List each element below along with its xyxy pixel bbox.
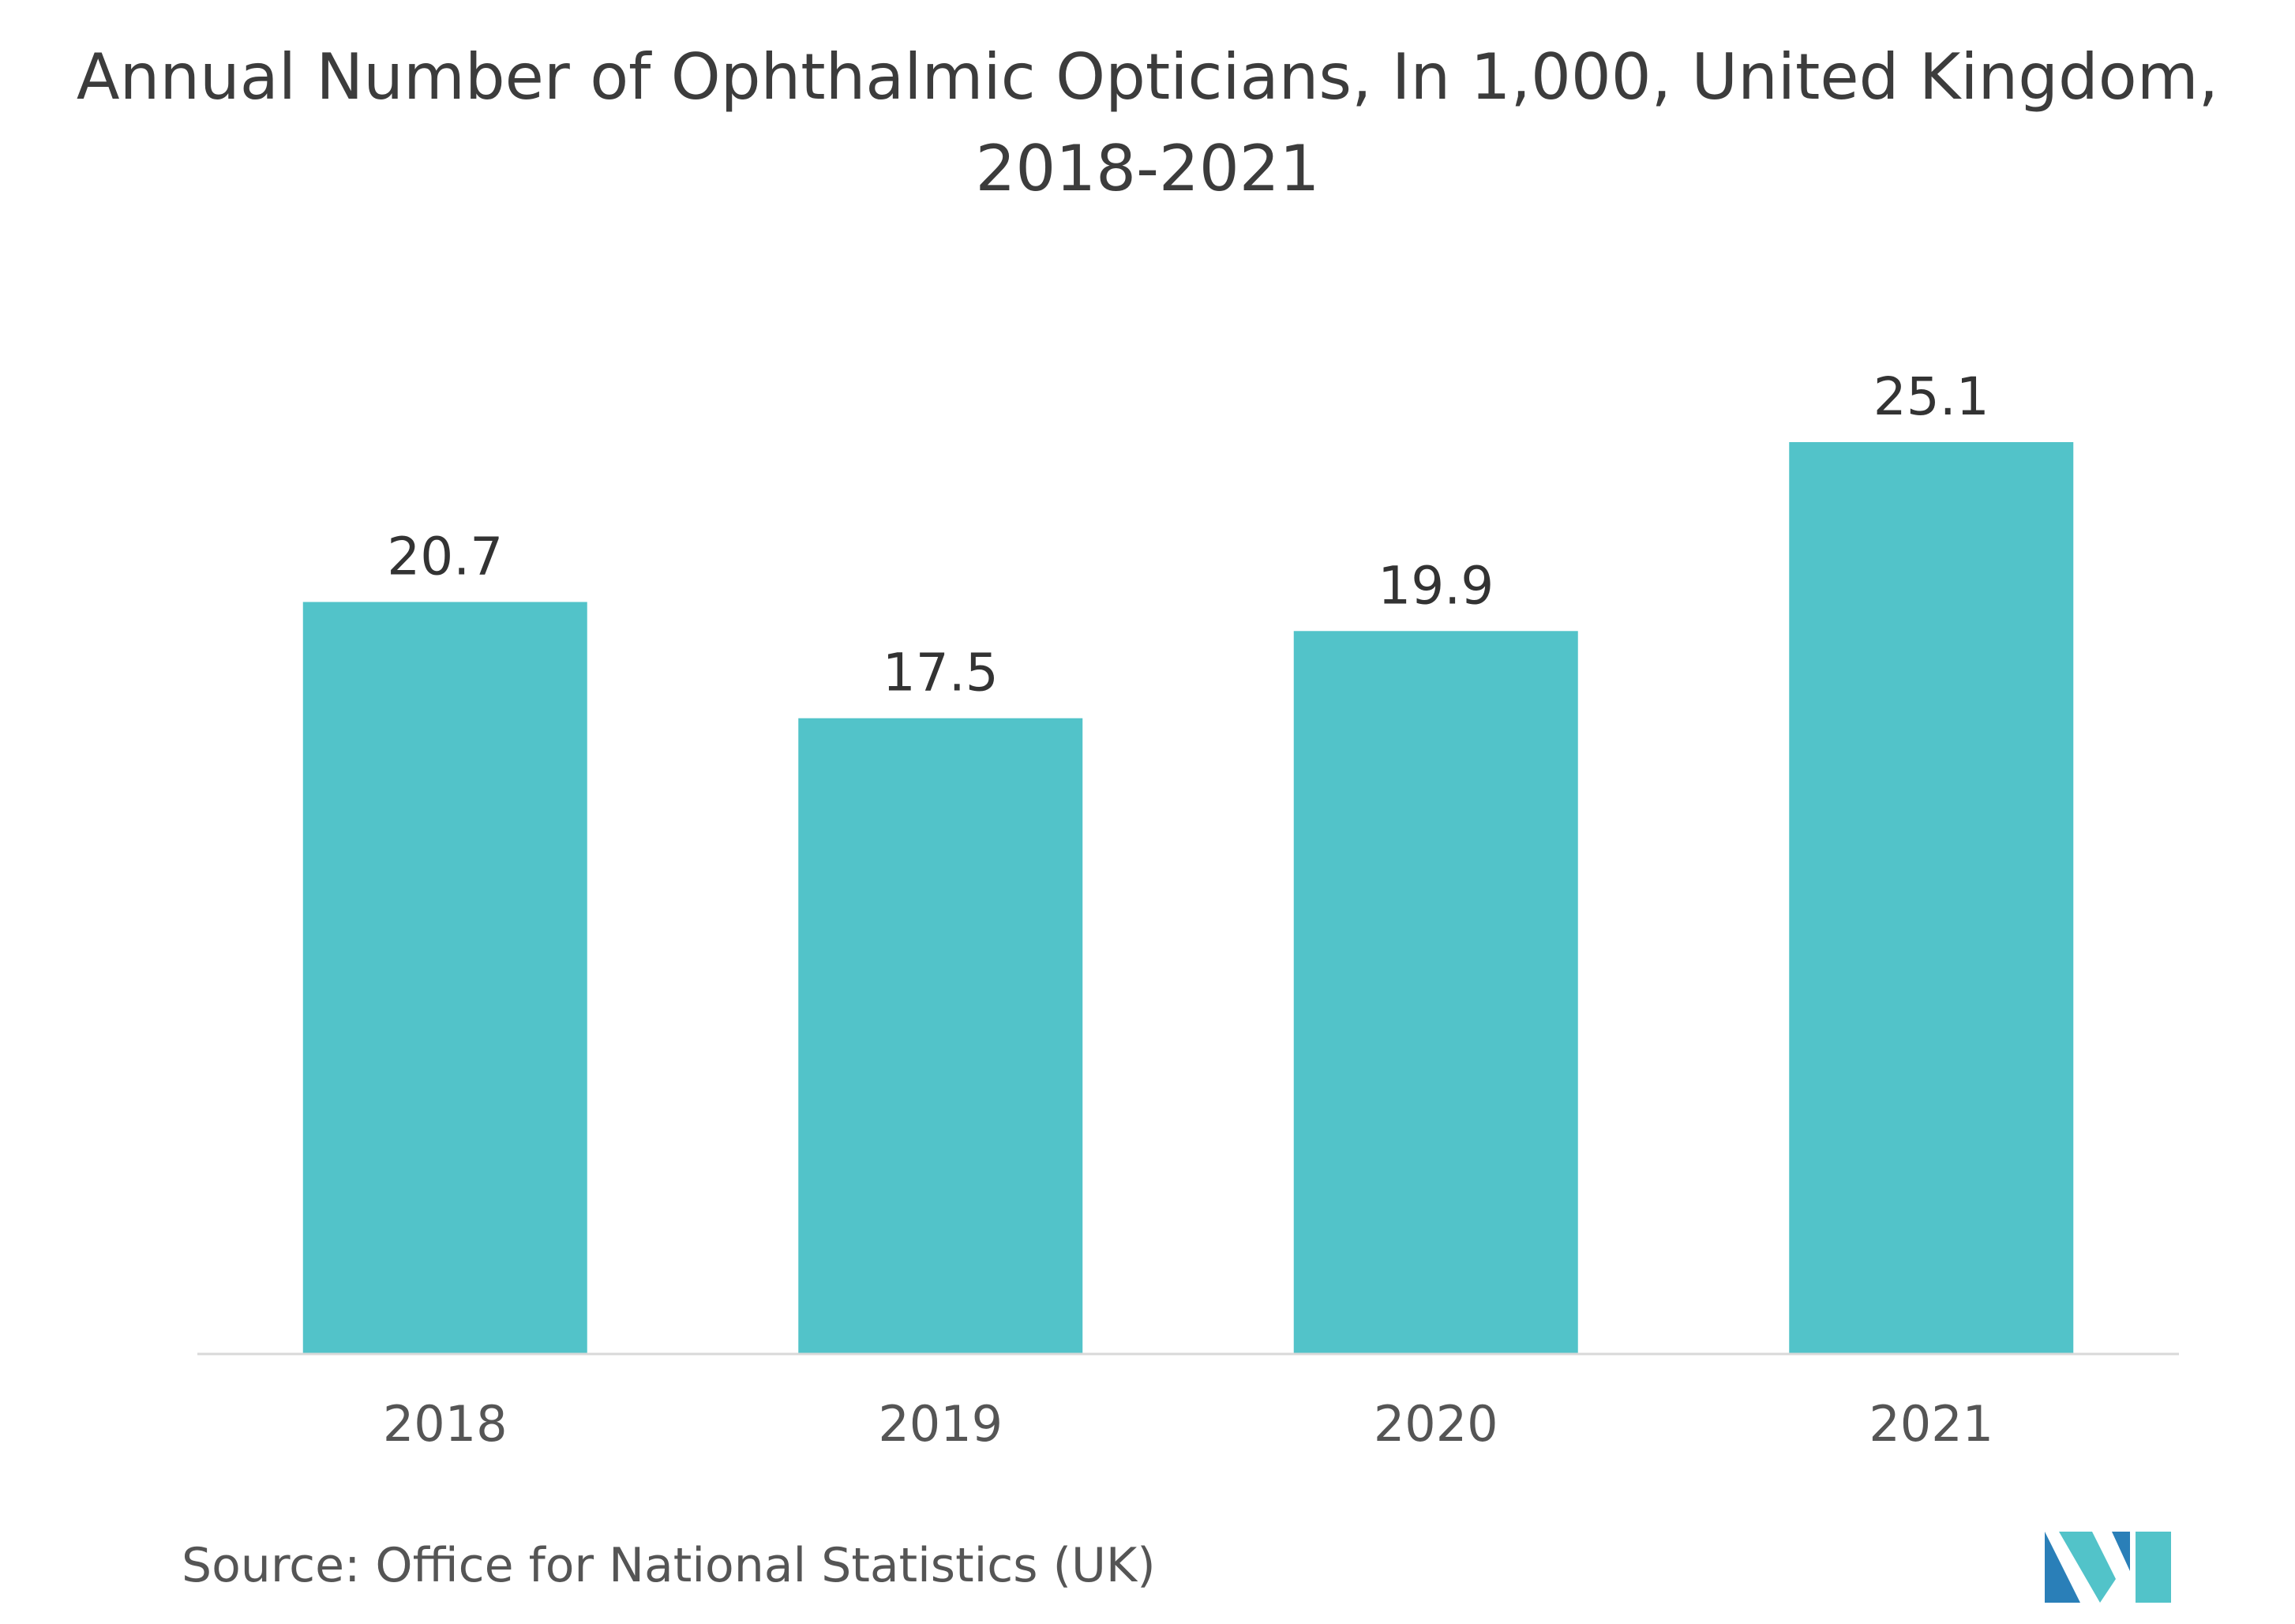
company-logo-icon [2045,1532,2171,1603]
x-tick-label-2021: 2021 [1869,1395,1993,1453]
chart-title: Annual Number of Ophthalmic Opticians, I… [0,32,2295,215]
data-label-2019: 17.5 [883,643,999,703]
data-label-2018: 20.7 [387,526,503,587]
data-label-2021: 25.1 [1873,366,1989,427]
bar-2021 [1789,442,2074,1354]
bar-2018 [302,602,587,1354]
x-tick-label-2019: 2019 [878,1395,1003,1453]
logo-right-mid-shape [2112,1532,2130,1571]
chart-title-line1: Annual Number of Ophthalmic Opticians, I… [76,40,2219,114]
bar-2019 [798,718,1083,1354]
logo-mid-shape [2059,1532,2116,1603]
data-label-2020: 19.9 [1378,555,1494,616]
logo-right-shape [2136,1532,2171,1603]
x-tick-label-2020: 2020 [1374,1395,1498,1453]
x-tick-label-2018: 2018 [383,1395,508,1453]
bar-2020 [1293,631,1578,1354]
source-note: Source: Office for National Statistics (… [182,1538,1156,1593]
chart-title-line2: 2018-2021 [975,132,1320,205]
logo-left-shape [2045,1532,2080,1603]
